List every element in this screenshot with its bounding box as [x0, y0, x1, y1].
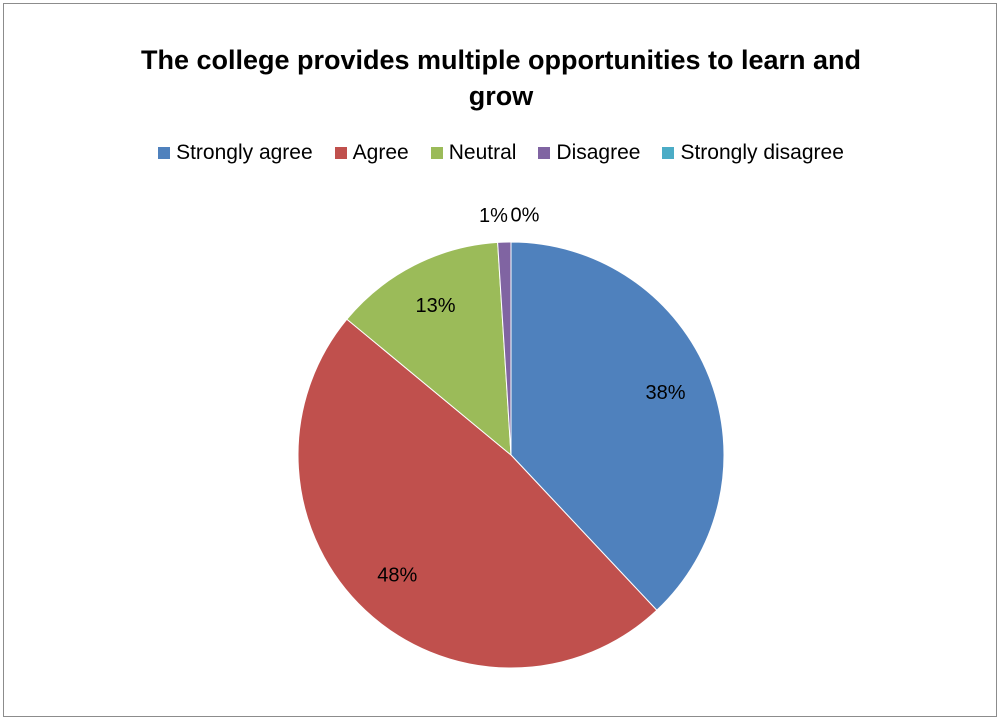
legend-swatch: [430, 147, 443, 159]
legend: Strongly agree Agree Neutral Disagree St…: [4, 141, 998, 165]
data-label-strongly-agree: 38%: [645, 382, 685, 404]
legend-label: Strongly disagree: [680, 141, 844, 164]
legend-label: Agree: [352, 141, 409, 164]
legend-item-agree: Agree: [334, 141, 409, 165]
legend-swatch: [158, 147, 171, 159]
chart-title-line-1: The college provides multiple opportunit…: [140, 45, 862, 75]
data-label-agree: 48%: [377, 564, 417, 586]
legend-swatch: [538, 147, 551, 159]
chart-frame: The college provides multiple opportunit…: [3, 3, 997, 717]
data-label-disagree: 1%: [479, 205, 508, 227]
chart-title-line-2: grow: [468, 81, 534, 111]
data-label-neutral: 13%: [416, 295, 456, 317]
legend-item-strongly-disagree: Strongly disagree: [662, 141, 844, 165]
legend-item-strongly-agree: Strongly agree: [158, 141, 313, 165]
legend-label: Neutral: [448, 141, 517, 164]
legend-swatch: [334, 147, 347, 159]
pie-slice-neutral: [346, 241, 512, 457]
pie-chart: 38% 48% 13% 1% 0%: [297, 205, 725, 669]
legend-label: Strongly agree: [176, 141, 313, 164]
legend-item-disagree: Disagree: [538, 141, 640, 165]
chart-title: The college provides multiple opportunit…: [4, 42, 998, 114]
pie-slice-disagree: [497, 241, 512, 456]
legend-item-neutral: Neutral: [430, 141, 517, 165]
legend-swatch: [662, 147, 675, 159]
data-label-strongly-disagree: 0%: [511, 205, 540, 227]
pie-slice-agree: [297, 318, 658, 669]
pie-slice-strongly-agree: [510, 241, 725, 611]
legend-label: Disagree: [556, 141, 641, 164]
